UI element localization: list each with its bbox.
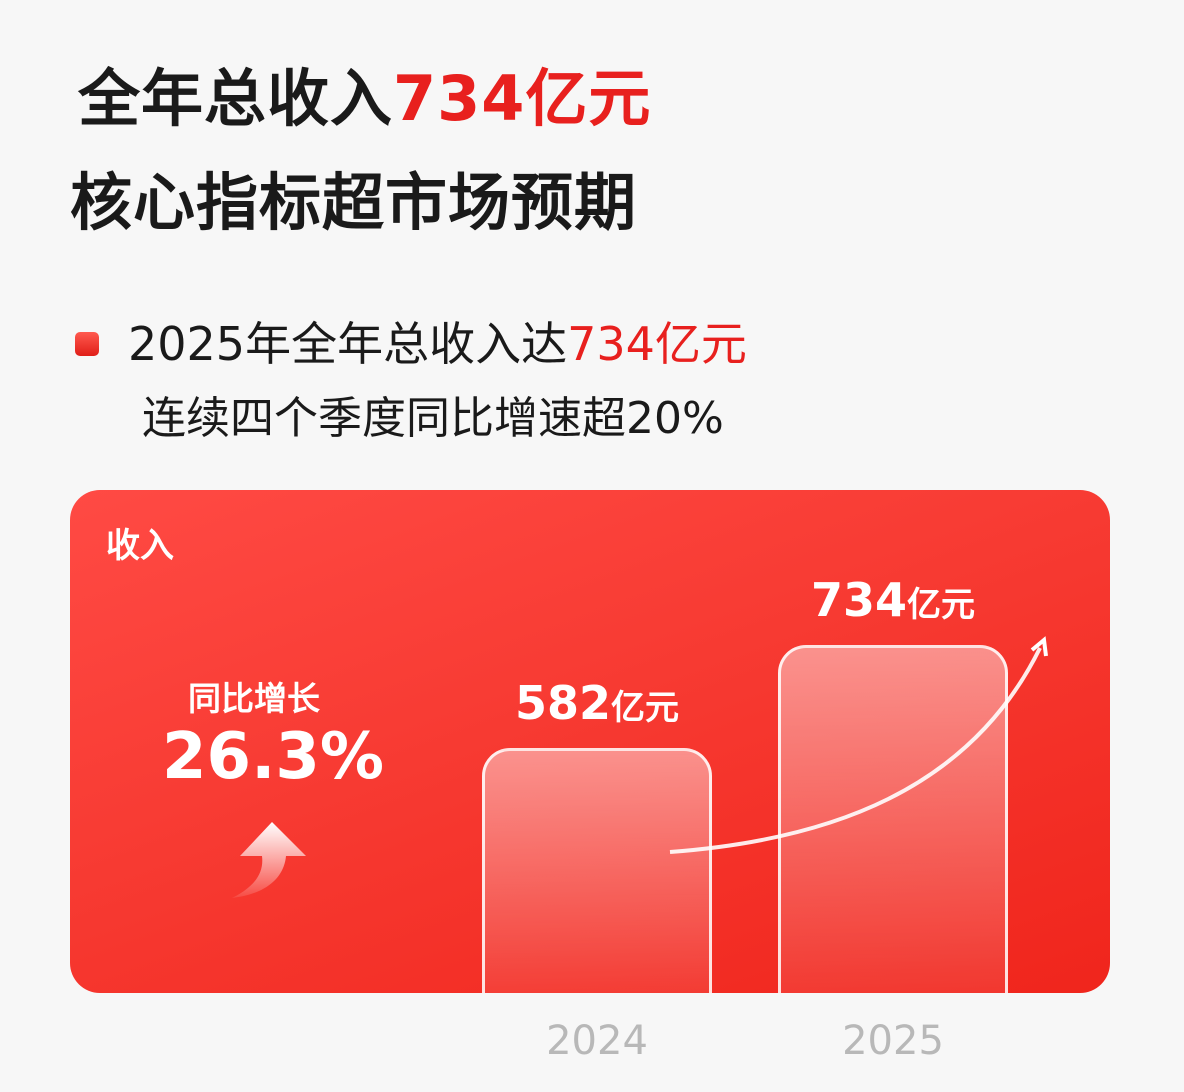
headline-line1: 全年总收入734亿元 — [78, 48, 651, 138]
revenue-chart-panel: 收入 同比增长 26.3% 582亿元 734亿元 — [70, 490, 1110, 993]
x-tick-label: 2024 — [546, 1018, 648, 1064]
value-unit: 亿元 — [611, 688, 680, 729]
bullet-highlight: 734亿元 — [567, 317, 747, 371]
headline-highlight: 734亿元 — [393, 62, 652, 135]
bullet-line1: 2025年全年总收入达734亿元 — [128, 308, 747, 374]
bullet-line2: 连续四个季度同比增速超20% — [142, 393, 724, 444]
headline-line2: 核心指标超市场预期 — [70, 166, 638, 239]
bar-2024 — [482, 748, 712, 993]
up-arrow-icon — [232, 822, 306, 898]
bar-2025 — [778, 645, 1008, 993]
value-unit: 亿元 — [907, 585, 976, 626]
yoy-label: 同比增长 — [188, 679, 320, 718]
value-number: 734 — [810, 573, 908, 628]
panel-label: 收入 — [106, 526, 174, 566]
headline-text: 全年总收入 — [78, 62, 394, 135]
yoy-value: 26.3% — [162, 720, 385, 794]
bar-value-label: 582亿元 — [467, 676, 727, 730]
bullet-text: 2025年全年总收入达 — [128, 317, 568, 371]
value-number: 582 — [514, 676, 612, 731]
bullet-icon — [75, 332, 99, 356]
x-tick-label: 2025 — [842, 1018, 944, 1064]
bar-value-label: 734亿元 — [763, 573, 1023, 627]
